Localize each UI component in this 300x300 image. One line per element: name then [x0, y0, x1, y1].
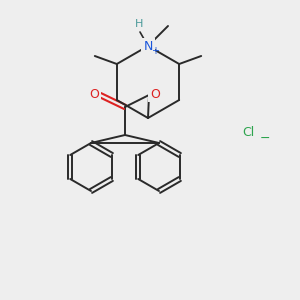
Text: O: O [150, 88, 160, 100]
Text: +: + [151, 46, 159, 56]
Text: O: O [89, 88, 99, 100]
Text: Cl: Cl [242, 125, 254, 139]
Text: −: − [260, 131, 270, 145]
Text: N: N [143, 40, 153, 52]
Text: H: H [135, 19, 143, 29]
